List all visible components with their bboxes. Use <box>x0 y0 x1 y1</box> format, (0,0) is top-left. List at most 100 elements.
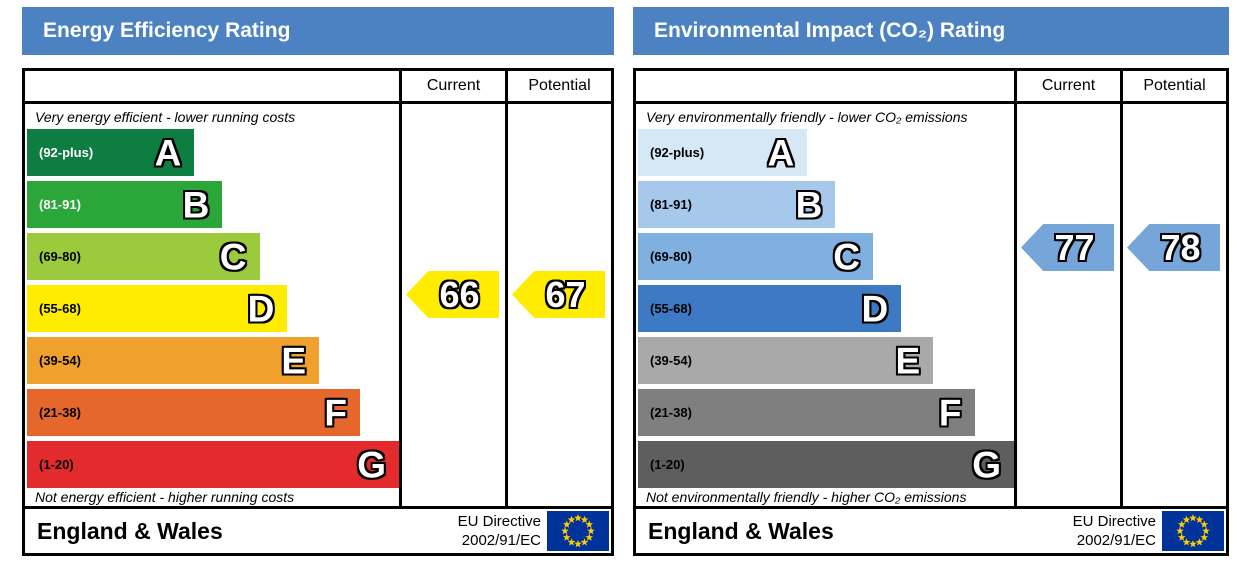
table-body-row: Very environmentally friendly - lower CO… <box>636 104 1226 509</box>
band-letter: B <box>182 184 210 225</box>
band-c: (69-80) C <box>27 233 260 280</box>
header-spacer <box>25 71 399 101</box>
band-letter: D <box>247 288 275 329</box>
band-b: (81-91) B <box>638 181 836 228</box>
band-row: (69-80) C <box>27 233 399 280</box>
band-range-label: (81-91) <box>650 197 692 212</box>
current-rating-value: 77 <box>1054 226 1095 268</box>
band-range-label: (1-20) <box>39 457 74 472</box>
band-a: (92-plus) A <box>638 129 808 176</box>
band-letter: G <box>972 444 1001 485</box>
table-footer-row: England & Wales EU Directive 2002/91/EC <box>25 509 611 553</box>
band-row: (55-68) D <box>27 285 399 332</box>
band-row: (81-91) B <box>27 181 399 228</box>
rating-table: Current Potential Very environmentally f… <box>633 68 1229 556</box>
top-note: Very environmentally friendly - lower CO… <box>646 109 968 125</box>
band-letter: F <box>324 392 347 433</box>
current-column-header: Current <box>399 71 505 101</box>
top-note: Very energy efficient - lower running co… <box>35 109 296 125</box>
band-range-label: (21-38) <box>39 405 81 420</box>
band-row: (81-91) B <box>638 181 1014 228</box>
panel-title: Energy Efficiency Rating <box>22 7 614 55</box>
potential-rating-arrow: 78 <box>1127 224 1220 271</box>
current-column-header: Current <box>1014 71 1120 101</box>
band-e: (39-54) E <box>27 337 320 384</box>
current-rating-arrow: 77 <box>1021 224 1114 271</box>
panel-title: Environmental Impact (CO₂) Rating <box>633 7 1229 55</box>
potential-column-header: Potential <box>505 71 611 101</box>
potential-value-column: 67 <box>505 104 611 506</box>
band-g: (1-20) G <box>27 441 399 488</box>
band-row: (1-20) G <box>638 441 1014 488</box>
band-g: (1-20) G <box>638 441 1014 488</box>
band-f: (21-38) F <box>27 389 360 436</box>
band-range-label: (81-91) <box>39 197 81 212</box>
region-label: England & Wales <box>37 517 223 544</box>
band-row: (39-54) E <box>27 337 399 384</box>
band-range-label: (69-80) <box>39 249 81 264</box>
header-spacer <box>636 71 1014 101</box>
band-letter: A <box>767 132 795 173</box>
potential-rating-arrow: 67 <box>512 271 605 318</box>
band-range-label: (1-20) <box>650 457 685 472</box>
band-b: (81-91) B <box>27 181 223 228</box>
band-range-label: (21-38) <box>650 405 692 420</box>
band-row: (1-20) G <box>27 441 399 488</box>
band-letter: D <box>861 288 889 329</box>
band-row: (21-38) F <box>27 389 399 436</box>
eu-directive-line1: EU Directive <box>457 513 541 530</box>
band-row: (92-plus) A <box>27 129 399 176</box>
table-header-row: Current Potential <box>636 71 1226 104</box>
band-e: (39-54) E <box>638 337 934 384</box>
table-header-row: Current Potential <box>25 71 611 104</box>
eu-directive-line2: 2002/91/EC <box>1076 532 1156 549</box>
bands-column: Very environmentally friendly - lower CO… <box>636 104 1014 506</box>
rating-table: Current Potential Very energy efficient … <box>22 68 614 556</box>
table-footer-row: England & Wales EU Directive 2002/91/EC <box>636 509 1226 553</box>
current-rating-value: 66 <box>439 273 480 315</box>
band-d: (55-68) D <box>638 285 902 332</box>
band-range-label: (39-54) <box>39 353 81 368</box>
band-letter: A <box>154 132 182 173</box>
band-row: (21-38) F <box>638 389 1014 436</box>
region-label: England & Wales <box>648 517 834 544</box>
bottom-note: Not energy efficient - higher running co… <box>35 489 295 505</box>
band-letter: E <box>895 340 921 381</box>
potential-column-header: Potential <box>1120 71 1226 101</box>
band-row: (92-plus) A <box>638 129 1014 176</box>
band-range-label: (55-68) <box>39 301 81 316</box>
potential-rating-value: 67 <box>545 273 586 315</box>
potential-value-column: 78 <box>1120 104 1226 506</box>
band-range-label: (92-plus) <box>650 145 705 160</box>
eu-directive-line1: EU Directive <box>1072 513 1156 530</box>
band-range-label: (39-54) <box>650 353 692 368</box>
eu-directive-line2: 2002/91/EC <box>461 532 541 549</box>
band-row: (39-54) E <box>638 337 1014 384</box>
band-a: (92-plus) A <box>27 129 195 176</box>
band-range-label: (92-plus) <box>39 145 94 160</box>
table-body-row: Very energy efficient - lower running co… <box>25 104 611 509</box>
band-f: (21-38) F <box>638 389 975 436</box>
eu-flag-icon <box>1162 511 1224 551</box>
potential-rating-value: 78 <box>1160 226 1201 268</box>
band-letter: C <box>833 236 860 277</box>
band-c: (69-80) C <box>638 233 873 280</box>
band-letter: B <box>795 184 823 225</box>
environmental-impact-rating-panel: Environmental Impact (CO₂) Rating Curren… <box>633 7 1229 556</box>
eu-directive-label: EU Directive 2002/91/EC <box>458 512 541 550</box>
eu-flag-icon <box>547 511 609 551</box>
current-rating-arrow: 66 <box>406 271 499 318</box>
bands-column: Very energy efficient - lower running co… <box>25 104 399 506</box>
band-range-label: (69-80) <box>650 249 692 264</box>
band-row: (55-68) D <box>638 285 1014 332</box>
band-letter: C <box>219 236 247 277</box>
band-row: (69-80) C <box>638 233 1014 280</box>
eu-directive-label: EU Directive 2002/91/EC <box>1073 512 1156 550</box>
current-value-column: 77 <box>1014 104 1120 506</box>
band-letter: E <box>281 340 307 381</box>
band-d: (55-68) D <box>27 285 288 332</box>
current-value-column: 66 <box>399 104 505 506</box>
bottom-note: Not environmentally friendly - higher CO… <box>646 489 967 505</box>
band-range-label: (55-68) <box>650 301 692 316</box>
